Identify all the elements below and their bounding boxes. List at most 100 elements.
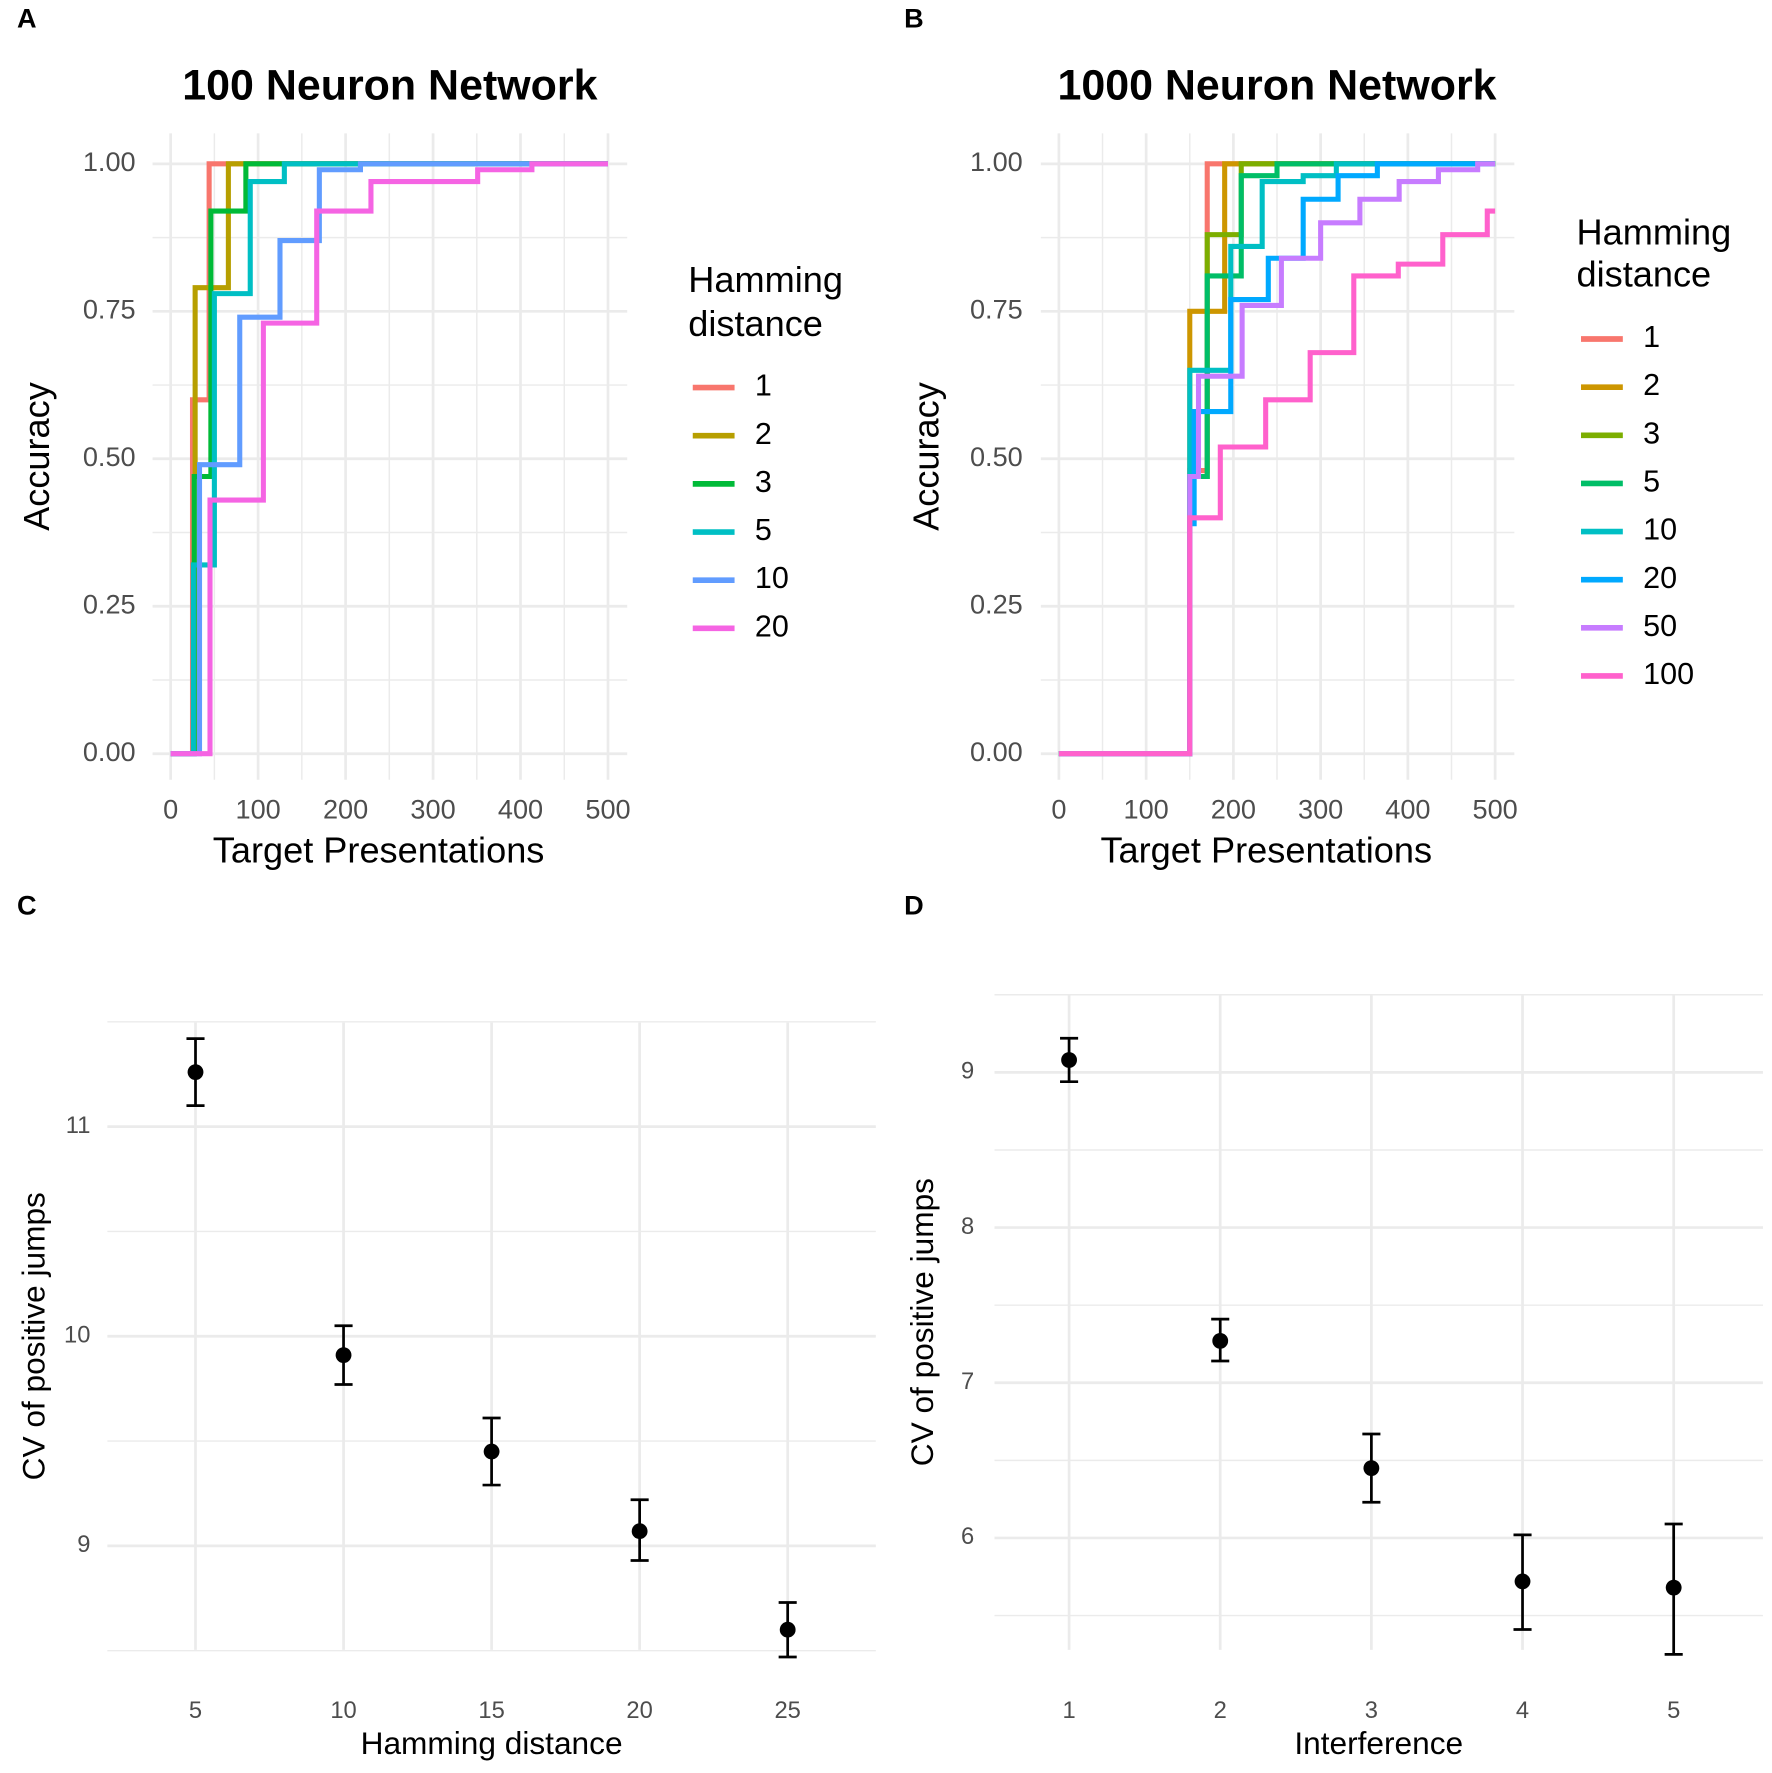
- data-points: [186, 1037, 797, 1659]
- x-tick-label: 500: [1473, 794, 1518, 825]
- x-tick-label: 15: [478, 1698, 504, 1724]
- legend-item: 3: [1581, 416, 1660, 450]
- point-marker: [779, 1621, 796, 1638]
- legend-item: 1: [1581, 320, 1660, 354]
- legend-item: 5: [1581, 464, 1660, 498]
- legend-item: 3: [692, 465, 772, 499]
- panel-label-a: A: [17, 2, 37, 33]
- legend-title: Hamming: [688, 259, 843, 300]
- y-tick-label: 9: [961, 1059, 974, 1085]
- legend-label: 50: [1643, 609, 1677, 643]
- point-marker: [335, 1347, 352, 1364]
- gridlines: [107, 1021, 876, 1652]
- data-point: [186, 1037, 205, 1108]
- y-tick-label: 10: [64, 1323, 90, 1349]
- data-point: [630, 1498, 649, 1562]
- y-axis-title: Accuracy: [905, 382, 946, 531]
- series-lines: [170, 161, 608, 757]
- series-lines: [1058, 161, 1496, 757]
- point-marker: [1061, 1052, 1077, 1068]
- x-tick-label: 300: [1298, 794, 1343, 825]
- legend-title: Hamming: [1576, 212, 1731, 253]
- legend-label: 2: [755, 417, 772, 451]
- series-line-50: [1058, 161, 1496, 757]
- legend-item: 100: [1581, 657, 1694, 691]
- point-marker: [1363, 1460, 1380, 1477]
- y-tick-label: 0.25: [83, 588, 136, 619]
- data-point: [1211, 1317, 1230, 1363]
- legend-item: 2: [1581, 368, 1660, 402]
- series-line-20: [170, 161, 608, 757]
- x-tick-label: 25: [774, 1698, 800, 1724]
- panel-label-b: B: [904, 2, 924, 33]
- y-tick-label: 0.50: [970, 441, 1023, 472]
- y-tick-label: 6: [961, 1524, 974, 1550]
- legend-label: 100: [1643, 657, 1694, 691]
- legend-label: 1: [755, 369, 772, 403]
- gridlines: [1040, 133, 1515, 780]
- point-marker: [187, 1064, 204, 1081]
- point-marker: [483, 1443, 500, 1460]
- x-tick-label: 400: [498, 794, 543, 825]
- point-marker: [1514, 1573, 1531, 1590]
- panel-d: 6 7 8 9 1 2 3 4 5 Interference CV of positive jump…: [904, 994, 1763, 1761]
- data-point: [778, 1601, 797, 1659]
- x-tick-label: 5: [1667, 1698, 1680, 1724]
- series-line-5: [170, 161, 608, 757]
- panel-a: 0.00 0.25 0.50 0.75 1.00 0 100 200 300 400 500 Targ…: [16, 61, 843, 870]
- x-tick-label: 100: [1124, 794, 1169, 825]
- chart-title: 100 Neuron Network: [182, 61, 597, 109]
- legend-label: 3: [1643, 416, 1660, 450]
- x-tick-label: 20: [626, 1698, 652, 1724]
- legend-item: 50: [1581, 609, 1677, 643]
- y-tick-label: 0.75: [970, 293, 1023, 324]
- panel-b: 0.00 0.25 0.50 0.75 1.00 0 100 200 300 400 500 Targ…: [905, 61, 1731, 870]
- legend-item: 1: [692, 369, 772, 403]
- y-tick-label: 9: [77, 1532, 90, 1558]
- point-marker: [631, 1523, 648, 1540]
- legend-item: 20: [692, 609, 789, 643]
- x-tick-label: 100: [235, 794, 280, 825]
- y-axis-title: CV of positive jumps: [16, 1192, 52, 1480]
- y-tick-label: 8: [961, 1214, 974, 1240]
- legend-title: distance: [1576, 253, 1711, 294]
- gridlines: [994, 994, 1763, 1650]
- legend-label: 3: [755, 465, 772, 499]
- y-axis-title: Accuracy: [16, 382, 57, 531]
- point-marker: [1665, 1579, 1682, 1596]
- legend-label: 20: [755, 609, 789, 643]
- y-tick-label: 0.00: [83, 736, 136, 767]
- series-line-10: [170, 161, 608, 757]
- data-point: [1060, 1036, 1079, 1084]
- data-point: [1513, 1533, 1532, 1631]
- x-tick-label: 10: [330, 1698, 356, 1724]
- y-axis-title: CV of positive jumps: [904, 1178, 940, 1466]
- data-point: [1362, 1432, 1381, 1504]
- x-tick-label: 200: [323, 794, 368, 825]
- y-tick-label: 0.25: [970, 588, 1023, 619]
- legend-item: 20: [1581, 561, 1677, 595]
- point-marker: [1212, 1332, 1229, 1349]
- legend-title: distance: [688, 303, 823, 344]
- y-tick-label: 7: [961, 1369, 974, 1395]
- x-axis-title: Target Presentations: [213, 830, 545, 871]
- legend-label: 5: [1643, 464, 1660, 498]
- legend-item: 2: [692, 417, 772, 451]
- legend-label: 2: [1643, 368, 1660, 402]
- legend-item: 10: [1581, 513, 1677, 547]
- y-tick-label: 0.00: [970, 736, 1023, 767]
- panel-label-c: C: [17, 890, 37, 921]
- legend-label: 20: [1643, 561, 1677, 595]
- x-tick-label: 200: [1211, 794, 1256, 825]
- y-tick-label: 11: [66, 1113, 91, 1139]
- y-tick-label: 0.75: [83, 293, 136, 324]
- series-line-100: [1058, 208, 1496, 757]
- legend-label: 1: [1643, 320, 1660, 354]
- gridlines: [152, 133, 628, 780]
- panel-c: 9 10 11 5 10 15 20 25 Hamming distance CV of posi…: [16, 1021, 876, 1761]
- x-tick-label: 3: [1365, 1698, 1378, 1724]
- chart-title: 1000 Neuron Network: [1057, 61, 1496, 109]
- data-point: [1664, 1522, 1683, 1656]
